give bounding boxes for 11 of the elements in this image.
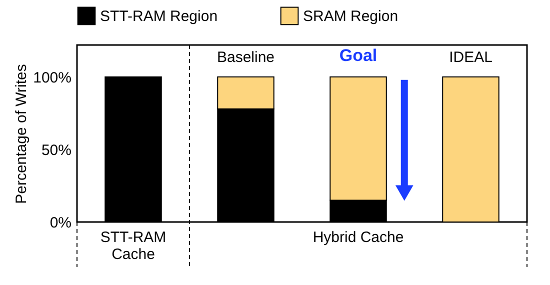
x-tick-label: IDEAL [449,48,492,66]
annotation: Goal [339,46,378,65]
y-axis-title: Percentage of Writes [13,64,30,204]
text: STT-RAM Cache [100,229,166,263]
y-tick-label: 100% [33,69,72,86]
legend-label: SRAM Region [303,8,398,25]
legend-label: STT-RAM Region [100,8,218,25]
text: Hybrid Cache [312,229,404,246]
x-tick-label: Baseline [216,48,275,66]
y-tick-label: 0% [50,214,72,232]
y-tick-label: 50% [41,142,72,159]
